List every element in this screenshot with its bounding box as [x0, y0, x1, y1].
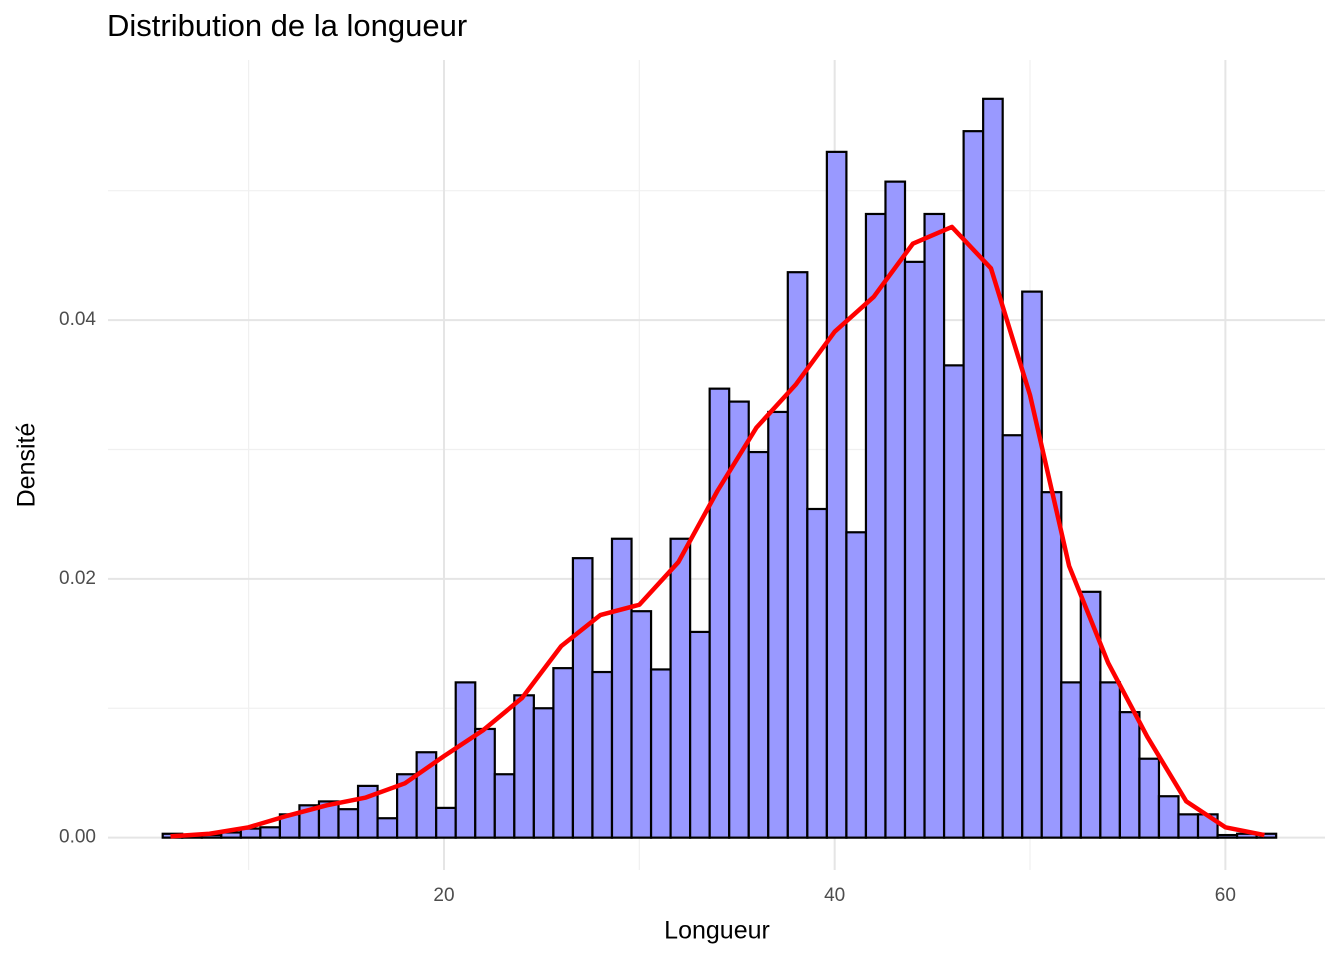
bar — [571, 557, 594, 839]
bar — [337, 808, 360, 839]
y-tick-label: 0.00 — [59, 827, 96, 848]
bar — [1177, 813, 1200, 839]
bar — [474, 727, 496, 839]
bar — [610, 537, 633, 839]
x-axis-label: Longueur — [664, 917, 770, 945]
bar — [708, 387, 731, 839]
bar — [435, 806, 457, 839]
bar — [825, 150, 848, 839]
bar — [1001, 434, 1024, 839]
y-axis-label: Densité — [13, 423, 41, 508]
bar — [845, 531, 868, 839]
bar — [903, 260, 926, 839]
bar — [513, 694, 535, 839]
bar — [493, 773, 516, 839]
bar — [689, 630, 711, 839]
bar — [767, 410, 789, 839]
bar — [1079, 590, 1102, 839]
density-curve — [170, 224, 1265, 839]
bar — [591, 670, 614, 839]
bar — [962, 130, 985, 839]
bar — [942, 364, 965, 839]
bar — [552, 667, 575, 839]
x-tick-label: 20 — [433, 885, 454, 906]
bar — [1216, 833, 1239, 839]
bar — [923, 212, 946, 839]
bar — [532, 707, 555, 839]
bar — [864, 212, 887, 839]
bar — [982, 97, 1004, 839]
bar — [1040, 491, 1063, 839]
bar — [786, 271, 809, 839]
bar — [747, 450, 770, 839]
y-tick-label: 0.02 — [59, 568, 96, 589]
bar — [259, 826, 282, 839]
bar — [1118, 711, 1141, 839]
bar — [376, 817, 399, 839]
bar — [1157, 795, 1180, 839]
x-tick-label: 60 — [1215, 885, 1236, 906]
bar — [1099, 681, 1121, 839]
chart-title: Distribution de la longueur — [107, 8, 467, 43]
y-tick-label: 0.04 — [59, 309, 96, 330]
bar — [669, 537, 692, 839]
bar — [1138, 757, 1161, 839]
bar — [454, 681, 477, 839]
x-tick-label: 40 — [824, 885, 845, 906]
bar — [630, 610, 653, 839]
bar — [1060, 681, 1082, 839]
bar — [806, 507, 828, 839]
bar — [649, 668, 672, 839]
